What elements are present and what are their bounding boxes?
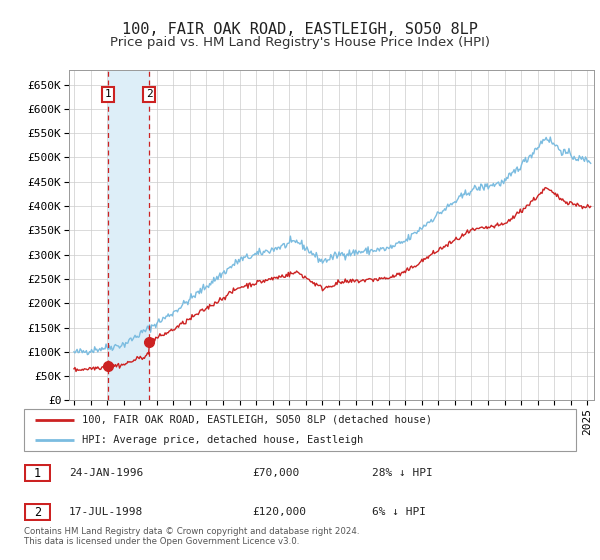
Text: 24-JAN-1996: 24-JAN-1996 xyxy=(69,468,143,478)
Text: 2: 2 xyxy=(34,506,41,519)
Text: Price paid vs. HM Land Registry's House Price Index (HPI): Price paid vs. HM Land Registry's House … xyxy=(110,36,490,49)
FancyBboxPatch shape xyxy=(25,505,50,520)
Text: 6% ↓ HPI: 6% ↓ HPI xyxy=(372,507,426,517)
Text: 100, FAIR OAK ROAD, EASTLEIGH, SO50 8LP (detached house): 100, FAIR OAK ROAD, EASTLEIGH, SO50 8LP … xyxy=(82,415,432,424)
Text: 100, FAIR OAK ROAD, EASTLEIGH, SO50 8LP: 100, FAIR OAK ROAD, EASTLEIGH, SO50 8LP xyxy=(122,22,478,38)
FancyBboxPatch shape xyxy=(24,409,576,451)
Text: 28% ↓ HPI: 28% ↓ HPI xyxy=(372,468,433,478)
Bar xyxy=(108,70,149,400)
Text: 17-JUL-1998: 17-JUL-1998 xyxy=(69,507,143,517)
FancyBboxPatch shape xyxy=(25,465,50,481)
Text: Contains HM Land Registry data © Crown copyright and database right 2024.
This d: Contains HM Land Registry data © Crown c… xyxy=(24,526,359,546)
Text: 2: 2 xyxy=(146,89,152,99)
Text: 1: 1 xyxy=(105,89,112,99)
Text: £120,000: £120,000 xyxy=(252,507,306,517)
Text: HPI: Average price, detached house, Eastleigh: HPI: Average price, detached house, East… xyxy=(82,435,363,445)
Text: £70,000: £70,000 xyxy=(252,468,299,478)
Text: 1: 1 xyxy=(34,466,41,480)
